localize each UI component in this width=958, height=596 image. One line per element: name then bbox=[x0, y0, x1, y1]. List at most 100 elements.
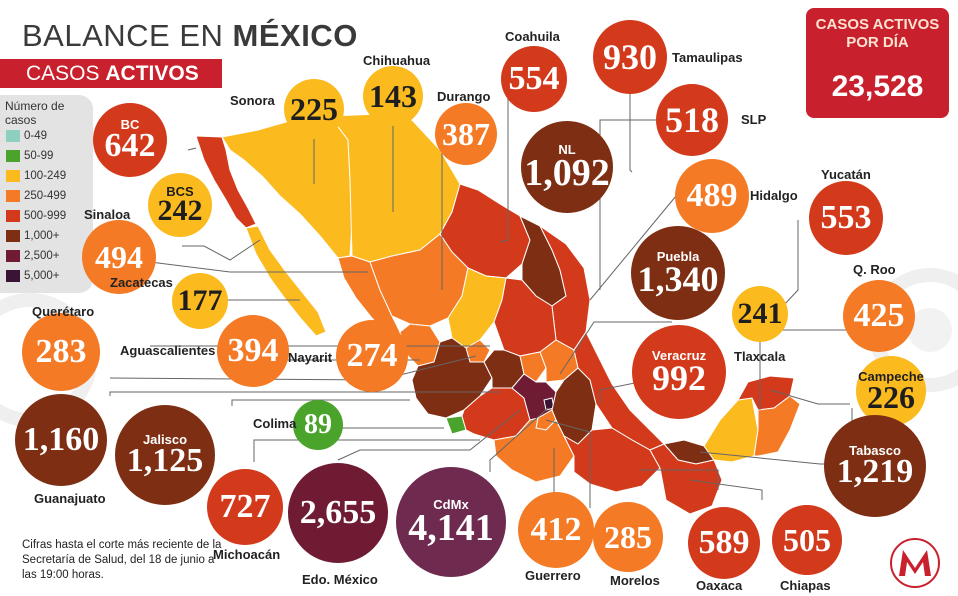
state-value: 554 bbox=[508, 60, 560, 97]
state-bubble-nl: NL 1,092 bbox=[521, 121, 613, 213]
legend-swatch bbox=[6, 270, 20, 282]
state-bubble-guerrero: 412 bbox=[518, 492, 594, 568]
state-name: Puebla bbox=[656, 248, 700, 264]
state-bubble-cdmx: CdMx 4,141 bbox=[396, 467, 506, 577]
state-value: 143 bbox=[369, 78, 417, 114]
state-value: 1,160 bbox=[22, 421, 100, 458]
legend-label: 2,500+ bbox=[24, 250, 60, 262]
state-bubble-hidalgo: 489 bbox=[675, 159, 749, 233]
state-bubble-tlaxcala: 241 bbox=[732, 286, 788, 342]
state-value: 553 bbox=[820, 199, 872, 236]
state-value: 241 bbox=[737, 297, 783, 330]
state-bubble-edomex: 2,655 bbox=[288, 463, 388, 563]
map-bc bbox=[195, 135, 257, 229]
milenio-logo-icon bbox=[890, 538, 940, 588]
active-cases-box: CASOS ACTIVOS POR DÍA 23,528 bbox=[806, 8, 949, 118]
state-label-morelos: Morelos bbox=[610, 573, 660, 588]
state-label-sonora: Sonora bbox=[230, 93, 275, 108]
state-value: 242 bbox=[157, 193, 203, 227]
state-value: 226 bbox=[867, 378, 915, 415]
state-value: 589 bbox=[698, 524, 750, 561]
state-bubble-michoacan: 727 bbox=[207, 469, 283, 545]
legend-title: Número de casos bbox=[5, 99, 65, 127]
state-label-tlaxcala: Tlaxcala bbox=[734, 349, 786, 364]
state-label-sinaloa: Sinaloa bbox=[84, 207, 131, 222]
state-bubble-durango: 387 bbox=[435, 103, 497, 165]
legend-label: 1,000+ bbox=[24, 230, 60, 242]
state-label-yucatan: Yucatán bbox=[821, 167, 871, 182]
map-queretaro bbox=[519, 351, 547, 383]
state-value: 494 bbox=[95, 239, 143, 275]
state-bubble-bc: BC 642 bbox=[93, 103, 167, 177]
state-label-hidalgo: Hidalgo bbox=[750, 188, 798, 203]
map-bcs bbox=[245, 225, 327, 337]
state-value: 89 bbox=[304, 409, 332, 440]
legend-swatch bbox=[6, 230, 20, 242]
state-label-oaxaca: Oaxaca bbox=[696, 578, 743, 593]
legend-label: 500-999 bbox=[24, 210, 67, 222]
state-value: 1,219 bbox=[836, 452, 914, 490]
legend-label: 50-99 bbox=[24, 150, 54, 162]
state-value: 425 bbox=[853, 297, 905, 334]
state-label-michoacan: Michoacán bbox=[213, 547, 281, 562]
state-bubble-sonora: 225 bbox=[284, 79, 344, 139]
state-label-guanajuato: Guanajuato bbox=[34, 491, 106, 506]
legend-swatch bbox=[6, 190, 20, 202]
state-label-zacatecas: Zacatecas bbox=[110, 275, 173, 290]
state-bubble-tabasco: Tabasco 1,219 bbox=[824, 415, 926, 517]
state-label-aguascalientes: Aguascalientes bbox=[120, 343, 216, 358]
state-bubble-slp: 518 bbox=[656, 84, 728, 156]
map-qroo bbox=[753, 395, 801, 457]
state-value: 992 bbox=[652, 357, 706, 398]
state-bubble-coahuila: 554 bbox=[501, 46, 567, 112]
state-value: 283 bbox=[35, 333, 87, 370]
state-bubble-puebla: Puebla 1,340 bbox=[631, 226, 725, 320]
state-value: 4,141 bbox=[408, 506, 494, 549]
state-value: 1,125 bbox=[126, 441, 204, 479]
legend-label: 5,000+ bbox=[24, 270, 60, 282]
state-label-colima: Colima bbox=[253, 416, 297, 431]
state-label-chihuahua: Chihuahua bbox=[363, 53, 431, 68]
active-cases-value: 23,528 bbox=[831, 70, 924, 103]
state-value: 727 bbox=[219, 488, 271, 525]
state-name: Jalisco bbox=[142, 431, 188, 447]
state-label-coahuila: Coahuila bbox=[505, 29, 560, 44]
state-bubble-colima: 89 bbox=[293, 400, 343, 450]
state-bubble-campeche: Campeche 226 bbox=[856, 356, 926, 426]
state-label-guerrero: Guerrero bbox=[525, 568, 581, 583]
state-value: 518 bbox=[665, 100, 719, 140]
state-name: NL bbox=[558, 141, 576, 157]
state-label-nayarit: Nayarit bbox=[288, 350, 333, 365]
state-bubble-jalisco: Jalisco 1,125 bbox=[115, 405, 215, 505]
state-value: 1,340 bbox=[637, 258, 719, 299]
state-bubble-tamaulipas: 930 bbox=[593, 20, 667, 94]
state-bubble-veracruz: Veracruz 992 bbox=[632, 325, 726, 419]
state-bubble-aguascalientes: 394 bbox=[217, 315, 289, 387]
map-chiapas bbox=[649, 443, 723, 515]
state-bubble-bcs: BCS 242 bbox=[148, 173, 212, 237]
state-label-chiapas: Chiapas bbox=[780, 578, 831, 593]
state-label-slp: SLP bbox=[741, 112, 767, 127]
state-value: 387 bbox=[442, 116, 490, 152]
legend-swatch bbox=[6, 150, 20, 162]
state-value: 274 bbox=[346, 337, 398, 374]
legend: Número de casos 0-49 50-99 100-249 250-499 5… bbox=[0, 95, 93, 293]
state-bubble-guanajuato: 1,160 bbox=[15, 394, 107, 486]
legend-swatch bbox=[6, 130, 20, 142]
state-value: 394 bbox=[227, 332, 279, 369]
state-bubble-chihuahua: 143 bbox=[363, 66, 423, 126]
state-label-edomex: Edo. México bbox=[302, 572, 378, 587]
legend-swatch bbox=[6, 250, 20, 262]
state-bubble-chiapas: 505 bbox=[772, 505, 842, 575]
state-bubble-queretaro: 283 bbox=[22, 313, 100, 391]
state-value: 1,092 bbox=[524, 151, 610, 194]
state-value: 225 bbox=[290, 91, 338, 127]
state-name: BC bbox=[120, 116, 140, 132]
state-bubble-yucatan: 553 bbox=[809, 181, 883, 255]
state-value: 2,655 bbox=[299, 494, 377, 531]
state-label-queretaro: Querétaro bbox=[32, 304, 95, 319]
state-value: 285 bbox=[604, 519, 652, 555]
state-value: 412 bbox=[530, 511, 582, 548]
state-bubble-sinaloa: 494 bbox=[82, 220, 156, 294]
